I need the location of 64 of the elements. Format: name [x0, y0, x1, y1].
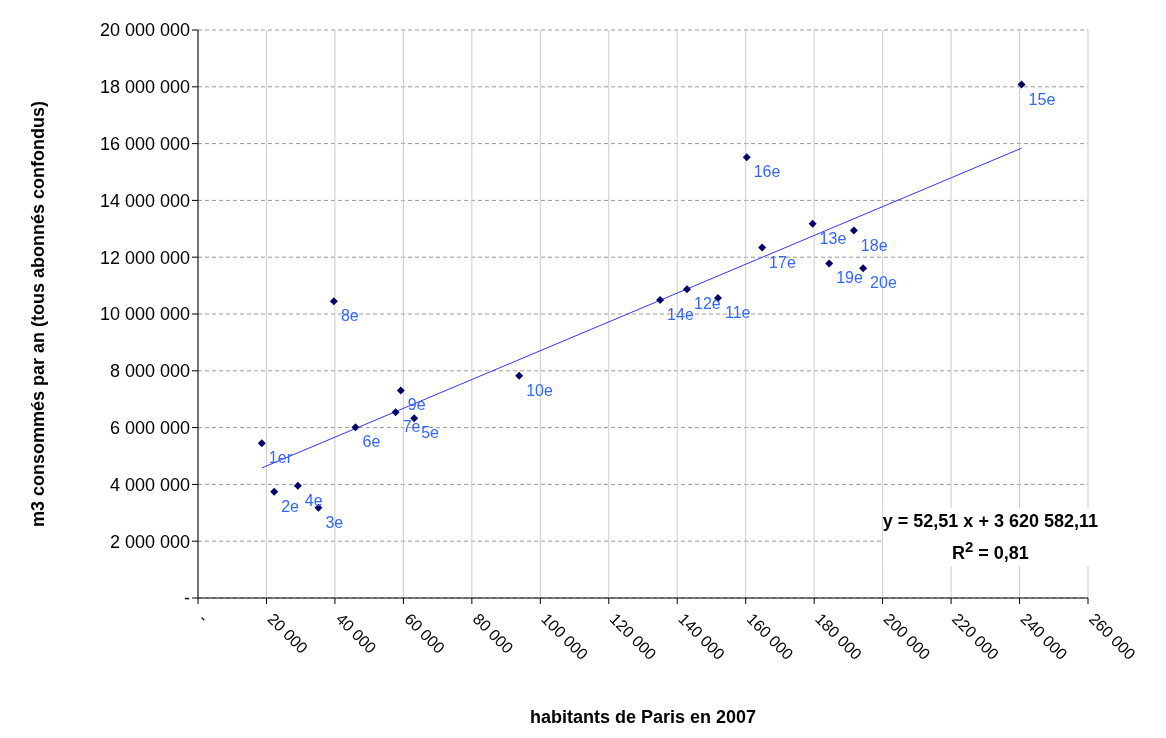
- point: [391, 408, 400, 417]
- y-tick-label: 4 000 000: [109, 474, 190, 495]
- point: [270, 487, 279, 496]
- annotation: 17e: [769, 253, 796, 271]
- annotation: 8e: [340, 307, 359, 325]
- annotation: 2e: [281, 497, 300, 515]
- x-tick-label: 20 000: [264, 610, 312, 657]
- point: [682, 285, 691, 294]
- y-tick-label: 6 000 000: [109, 417, 190, 438]
- x-tick-label: 160 000: [743, 610, 797, 664]
- y-tick-label: 2 000 000: [109, 531, 190, 552]
- y-tick-label: 18 000 000: [99, 77, 190, 98]
- point: [293, 481, 302, 490]
- annotation: 11e: [724, 304, 751, 322]
- point: [849, 226, 858, 235]
- x-tick-label: 260 000: [1085, 610, 1139, 664]
- annotation: 14e: [667, 306, 694, 324]
- point: [515, 371, 524, 380]
- point: [825, 259, 834, 268]
- x-tick-label: 80 000: [469, 610, 517, 657]
- annotation: 3e: [325, 513, 344, 531]
- y-tick-label: 14 000 000: [99, 190, 190, 211]
- point: [257, 439, 266, 448]
- annotation: 13e: [819, 229, 847, 247]
- y-axis-title: m3 consommés par an (tous abonnés confondus): [28, 100, 49, 528]
- annotation: 12e: [693, 295, 721, 313]
- annotation: 16e: [753, 163, 781, 181]
- point: [859, 264, 868, 273]
- x-tick-label: 120 000: [606, 610, 660, 664]
- x-tick-label: 200 000: [880, 610, 934, 664]
- x-axis-title: habitants de Paris en 2007: [529, 707, 757, 727]
- annotation: R$^{2}$ = 0,81: [950, 537, 1030, 565]
- point: [758, 243, 767, 252]
- x-tick-label: -: [195, 610, 212, 626]
- point: [396, 386, 405, 395]
- annotation: 10e: [526, 381, 553, 399]
- point: [329, 297, 338, 306]
- x-tick-label: 180 000: [812, 610, 866, 664]
- annotation: 19e: [836, 269, 864, 287]
- x-tick-label: 140 000: [675, 610, 729, 664]
- x-tick-label: 40 000: [332, 610, 380, 657]
- annotation: 18e: [860, 236, 888, 254]
- x-tick-label: 60 000: [401, 610, 448, 657]
- annotation: 7e: [402, 418, 421, 436]
- y-tick-label: 12 000 000: [99, 247, 190, 268]
- annotation: 15e: [1028, 90, 1056, 108]
- y-tick-label: 16 000 000: [99, 133, 190, 154]
- annotation: y = 52,51 x + 3 620 582,11: [882, 510, 1098, 533]
- x-tick-label: 220 000: [948, 610, 1002, 664]
- point: [656, 296, 665, 305]
- annotation: 20e: [870, 274, 897, 292]
- point: [742, 153, 751, 162]
- annotation: 5e: [421, 424, 440, 442]
- x-tick-label: 240 000: [1017, 610, 1071, 664]
- annotation: 4e: [304, 491, 323, 509]
- x-tick-label: 100 000: [538, 610, 592, 664]
- point: [808, 219, 817, 228]
- y-tick-label: 8 000 000: [109, 361, 190, 382]
- y-tick-label: 10 000 000: [99, 304, 190, 325]
- point: [351, 423, 360, 432]
- annotation: 6e: [362, 433, 381, 451]
- y-tick-label: -: [184, 588, 190, 609]
- point: [1017, 80, 1026, 89]
- y-tick-label: 20 000 000: [99, 20, 190, 41]
